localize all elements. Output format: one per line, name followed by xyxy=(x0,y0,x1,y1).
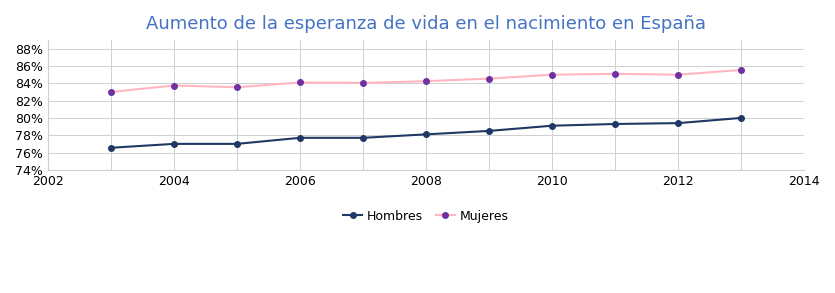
Hombres xyxy=(547,124,557,127)
Line: Hombres: Hombres xyxy=(108,115,744,151)
Mujeres xyxy=(736,68,746,72)
Legend: Hombres, Mujeres: Hombres, Mujeres xyxy=(338,205,514,228)
Hombres xyxy=(295,136,305,139)
Mujeres xyxy=(232,86,242,89)
Hombres xyxy=(232,142,242,146)
Mujeres xyxy=(673,73,683,76)
Mujeres xyxy=(169,84,179,87)
Mujeres xyxy=(610,72,620,76)
Mujeres xyxy=(106,90,116,94)
Hombres xyxy=(106,146,116,149)
Mujeres xyxy=(358,81,368,85)
Hombres xyxy=(736,116,746,120)
Mujeres xyxy=(421,79,431,83)
Mujeres xyxy=(295,81,305,84)
Mujeres xyxy=(484,77,494,80)
Hombres xyxy=(673,121,683,125)
Hombres xyxy=(421,133,431,136)
Hombres xyxy=(610,122,620,126)
Hombres xyxy=(169,142,179,146)
Line: Mujeres: Mujeres xyxy=(108,67,744,95)
Mujeres xyxy=(547,73,557,76)
Title: Aumento de la esperanza de vida en el nacimiento en España: Aumento de la esperanza de vida en el na… xyxy=(146,15,706,33)
Hombres xyxy=(484,129,494,133)
Hombres xyxy=(358,136,368,139)
